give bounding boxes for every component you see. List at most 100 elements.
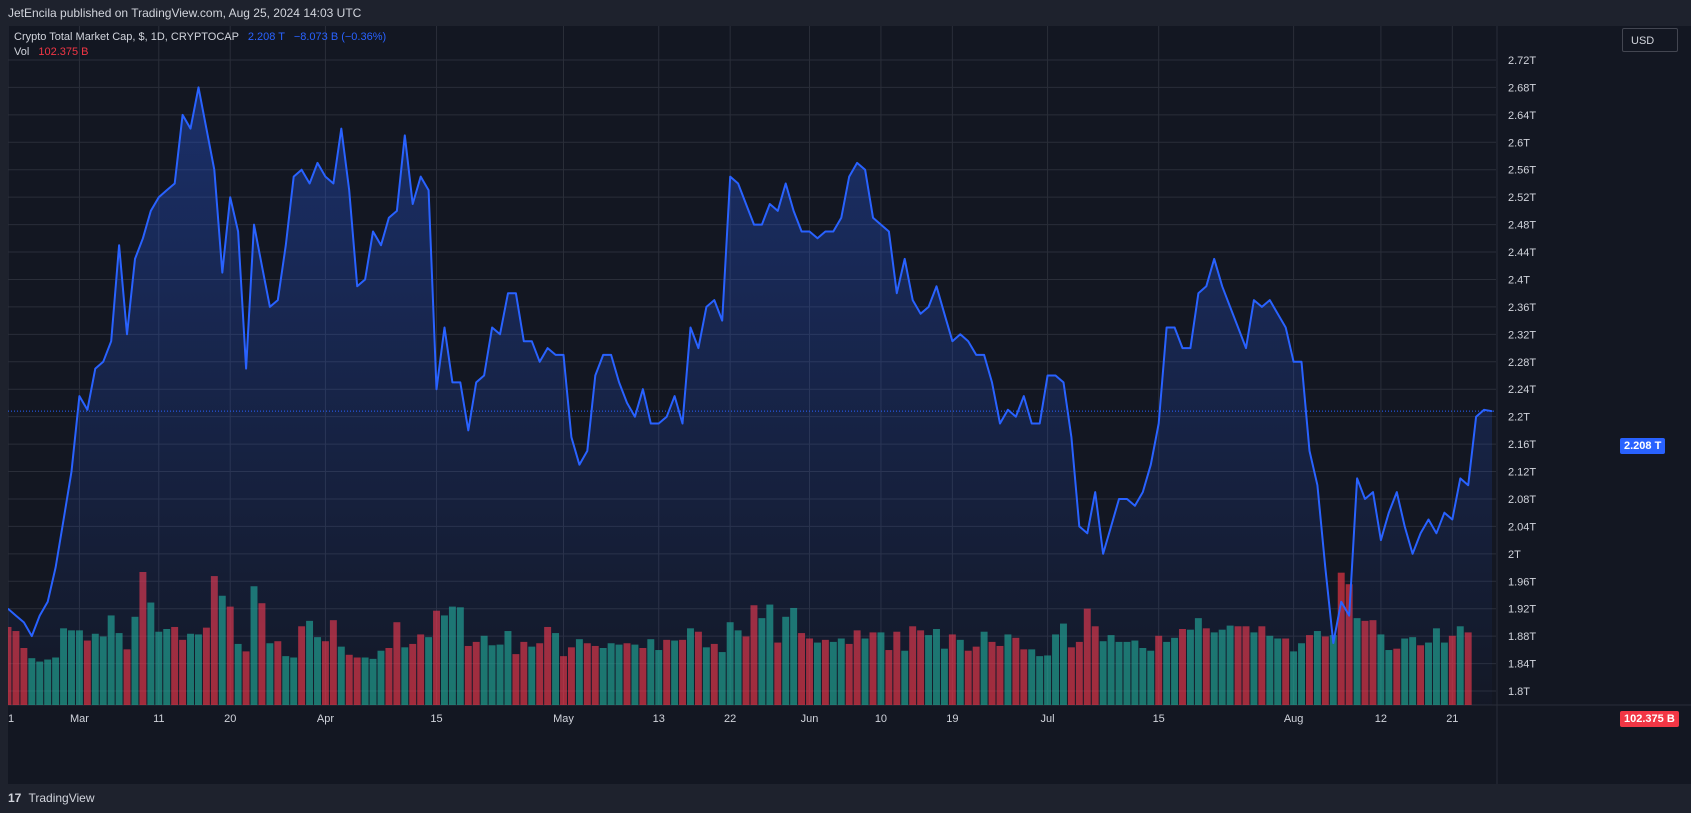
y-tick-label: 2.08T: [1508, 494, 1536, 506]
price-line: [8, 86, 1493, 644]
price-point: [562, 354, 565, 356]
price-point: [1253, 299, 1255, 301]
legend-volume-row[interactable]: Vol 102.375 B: [14, 45, 386, 60]
price-point: [1348, 614, 1350, 617]
price-point: [570, 436, 573, 438]
price-point: [507, 292, 509, 294]
price-point: [856, 162, 858, 164]
price-point: [1039, 422, 1041, 425]
price-point: [1269, 299, 1271, 301]
y-tick-label: 2.2T: [1508, 412, 1530, 424]
price-point: [951, 340, 953, 342]
y-tick-label: 1.8T: [1508, 686, 1530, 698]
price-point: [634, 416, 636, 418]
y-tick-label: 2.36T: [1508, 302, 1536, 314]
y-tick-label: 2.28T: [1508, 357, 1536, 369]
price-point: [189, 127, 192, 130]
y-tick-label: 2.04T: [1508, 521, 1536, 533]
price-point: [848, 175, 850, 178]
price-point: [396, 210, 398, 212]
price-point: [745, 203, 747, 205]
price-point: [1459, 477, 1461, 479]
x-tick-label: 19: [946, 713, 958, 725]
x-tick-label: 21: [1446, 713, 1458, 725]
price-point: [1419, 532, 1422, 534]
price-point: [697, 347, 700, 349]
price-point: [888, 230, 890, 233]
price-point: [1126, 498, 1128, 500]
price-point: [1221, 285, 1223, 287]
price-point: [427, 189, 430, 191]
price-point: [277, 299, 279, 301]
x-tick-label: Mar: [70, 713, 89, 725]
price-point: [983, 354, 985, 356]
price-point: [896, 292, 898, 294]
price-point: [62, 518, 65, 521]
price-point: [1491, 410, 1493, 412]
price-point: [181, 114, 184, 116]
footer-brand[interactable]: TradingView: [28, 791, 95, 805]
price-point: [404, 134, 406, 137]
price-point: [1372, 491, 1374, 493]
legend-title[interactable]: Crypto Total Market Cap, $, 1D, CRYPTOCA…: [14, 31, 239, 43]
y-tick-label: 2.64T: [1508, 110, 1536, 122]
price-point: [1435, 532, 1438, 534]
price-point: [777, 210, 779, 212]
published-text: JetEncila published on TradingView.com, …: [8, 6, 362, 20]
price-point: [23, 621, 25, 624]
y-tick-label: 2.12T: [1508, 467, 1536, 479]
chart-canvas[interactable]: 2.72T 2.68T 2.64T 2.6T 2.56T 2.52T 2.48T 2.44T 2…: [8, 26, 1691, 784]
tradingview-logo-icon[interactable]: 17: [8, 791, 22, 805]
x-tick-label: Aug: [1284, 713, 1304, 725]
price-point: [1015, 416, 1017, 418]
legend-vol-label[interactable]: Vol: [14, 46, 30, 58]
price-point: [1396, 491, 1398, 493]
price-point: [705, 306, 707, 308]
price-point: [547, 347, 549, 349]
price-point: [443, 326, 446, 329]
price-point: [245, 368, 247, 370]
price-point: [1070, 436, 1073, 438]
x-tick-label: 10: [875, 713, 887, 725]
price-point: [1451, 518, 1453, 521]
price-point: [1166, 326, 1168, 329]
price-point: [1237, 326, 1239, 329]
y-tick-label: 2.44T: [1508, 247, 1536, 259]
price-point: [975, 354, 977, 356]
price-point: [1404, 525, 1406, 527]
price-point: [1118, 498, 1120, 500]
price-point: [15, 614, 17, 617]
price-point: [1316, 484, 1319, 486]
price-point: [1412, 553, 1414, 555]
price-point: [674, 395, 676, 397]
price-point: [594, 374, 596, 377]
price-point: [269, 306, 271, 308]
x-tick-label: May: [553, 713, 574, 725]
price-point: [1173, 326, 1176, 329]
price-point: [658, 422, 660, 425]
price-point: [1356, 477, 1358, 479]
legend-symbol-row[interactable]: Crypto Total Market Cap, $, 1D, CRYPTOCA…: [14, 30, 386, 45]
price-point: [602, 354, 604, 356]
y-tick-label: 2.4T: [1508, 274, 1530, 286]
price-point: [316, 162, 319, 164]
current-price-badge: 2.208 T: [1620, 438, 1666, 454]
chart-legend: Crypto Total Market Cap, $, 1D, CRYPTOCA…: [14, 30, 386, 60]
price-point: [1467, 484, 1469, 486]
y-tick-label: 1.88T: [1508, 631, 1536, 643]
published-header: JetEncila published on TradingView.com, …: [0, 0, 1691, 26]
price-point: [1094, 491, 1096, 493]
price-point: [237, 230, 239, 233]
chart-area[interactable]: 2.72T 2.68T 2.64T 2.6T 2.56T 2.52T 2.48T 2.44T 2…: [8, 26, 1691, 784]
price-point: [737, 182, 739, 185]
price-point: [1142, 491, 1144, 493]
price-point: [1475, 416, 1477, 418]
x-tick-label: 13: [653, 713, 665, 725]
price-point: [967, 340, 969, 342]
currency-button[interactable]: USD: [1622, 28, 1678, 52]
price-point: [531, 340, 533, 342]
price-point: [761, 224, 763, 226]
x-tick-label: Apr: [317, 713, 334, 725]
price-point: [586, 450, 588, 452]
price-point: [578, 464, 580, 466]
